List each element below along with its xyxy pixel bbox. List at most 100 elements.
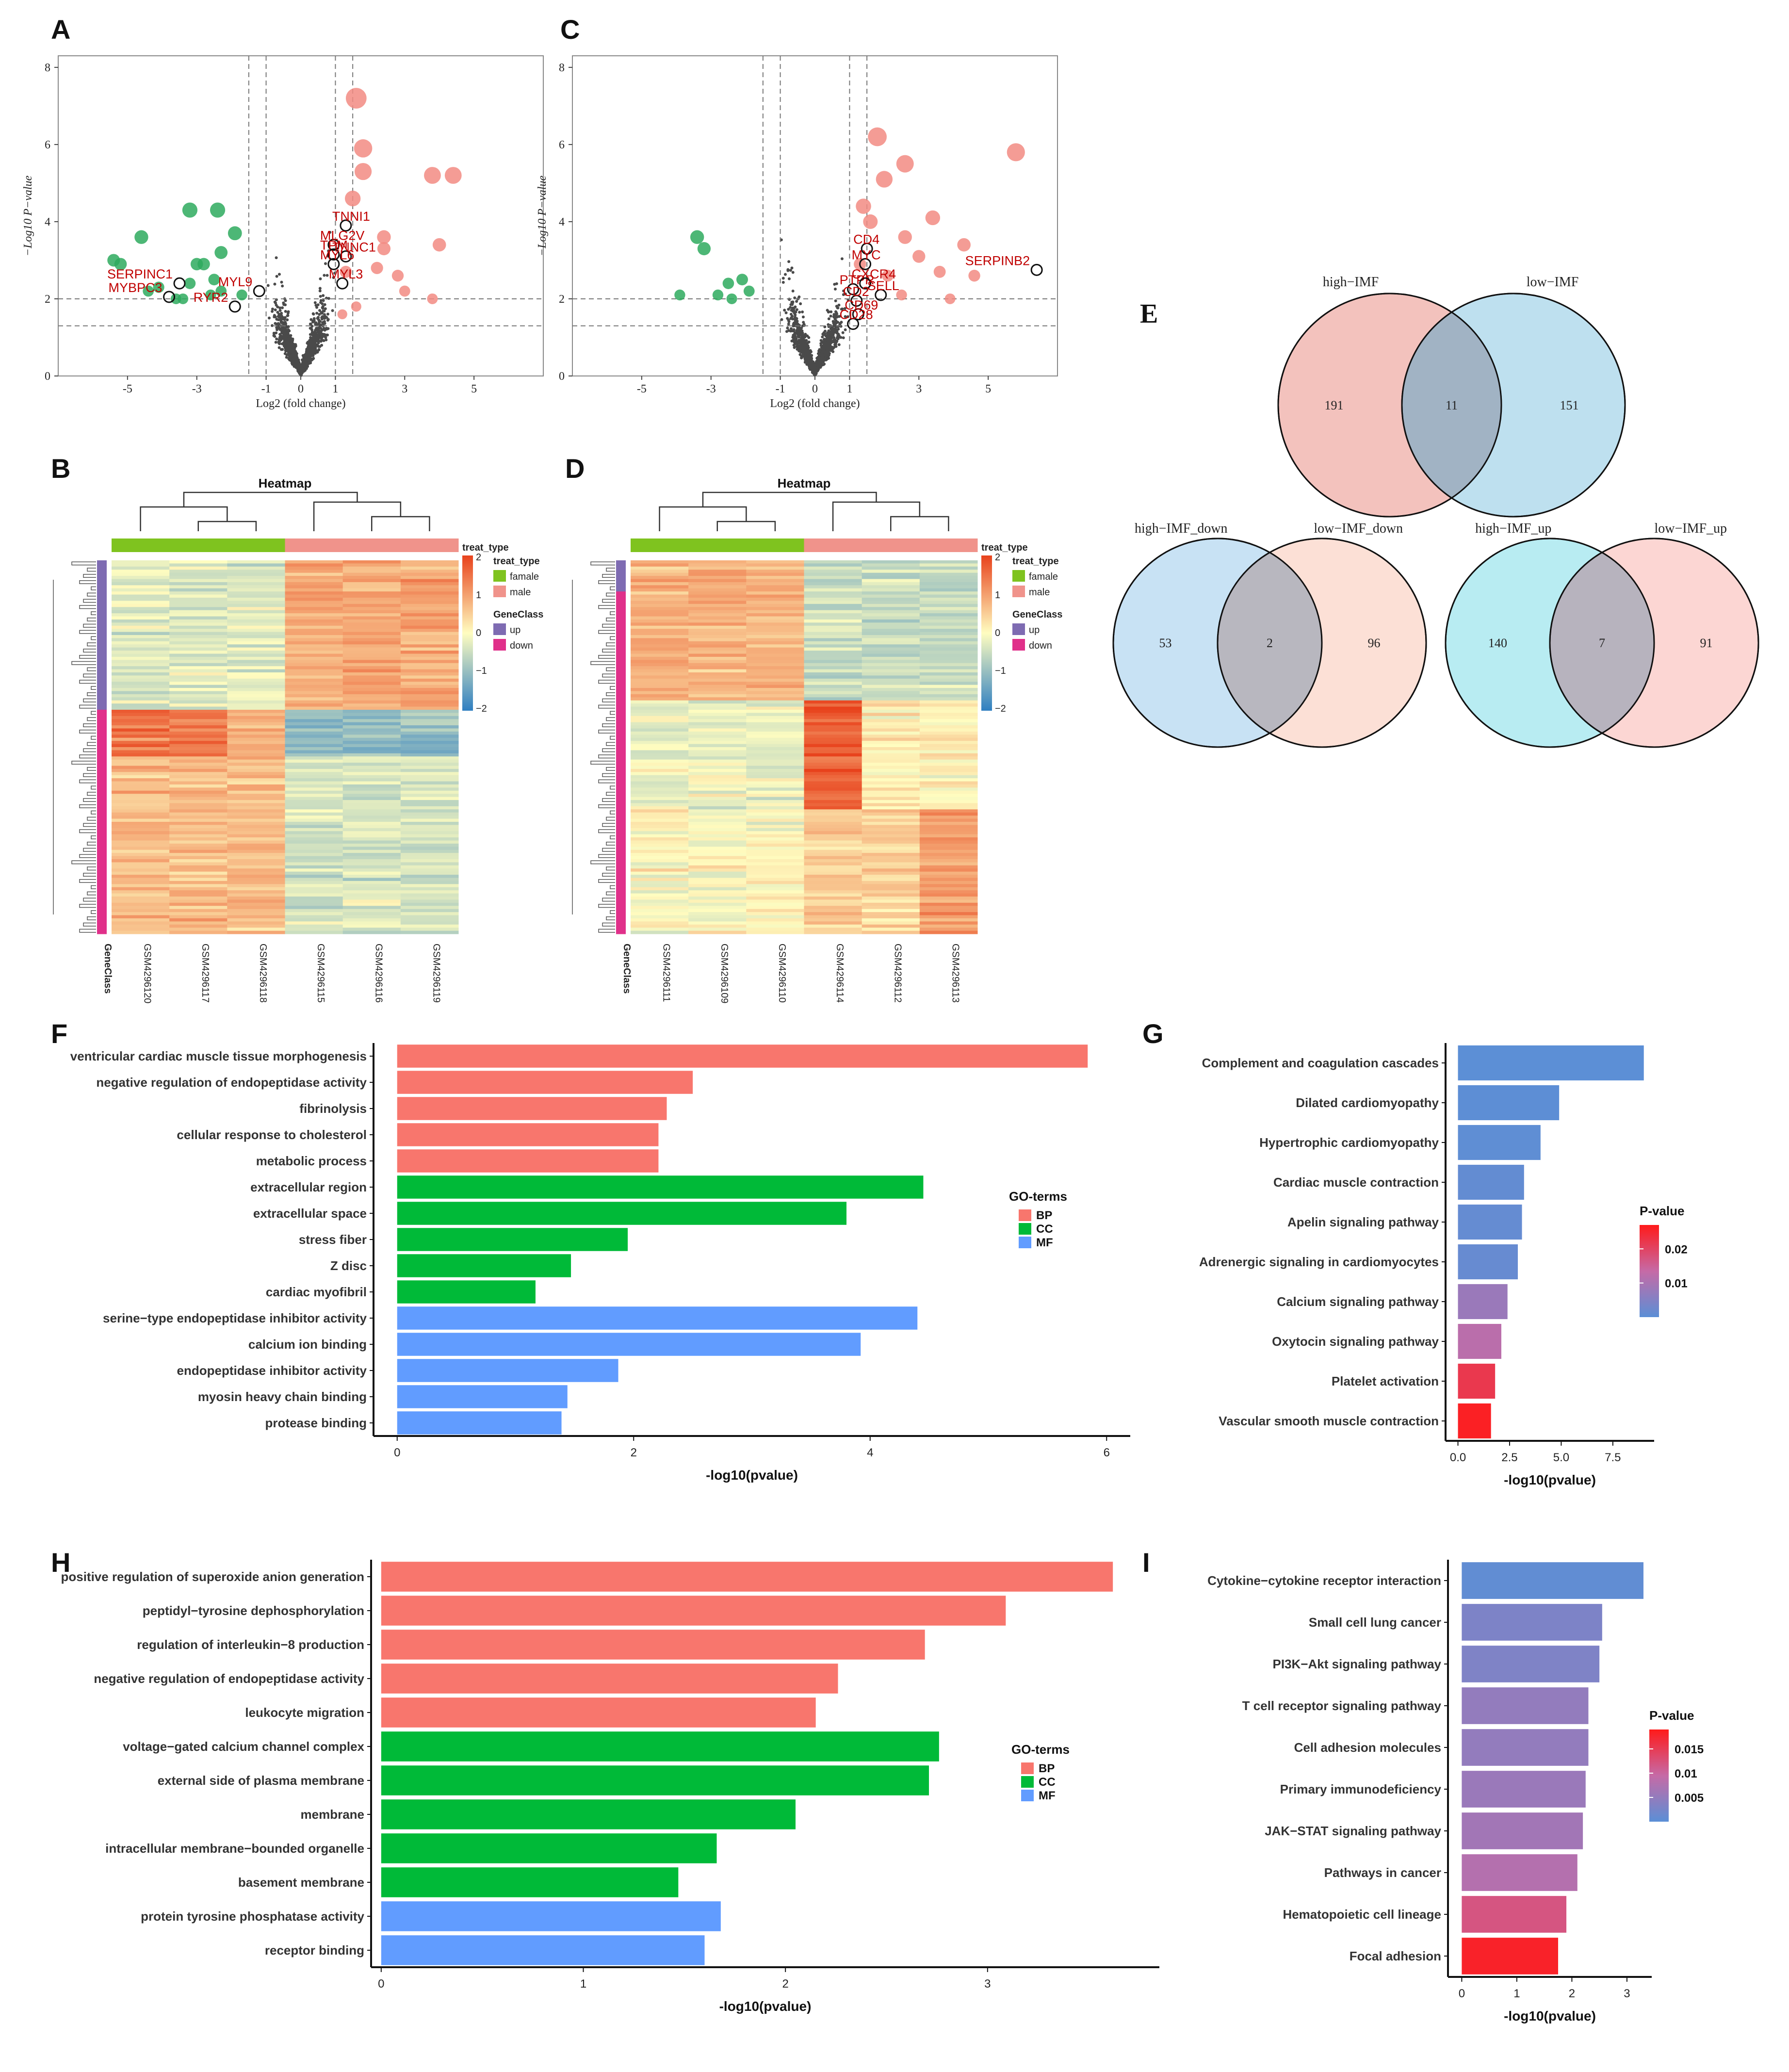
dendrogram-branch: [610, 686, 615, 690]
heatmap-cell: [112, 768, 170, 772]
dendrogram-branch: [83, 922, 96, 927]
heatmap-cell: [169, 803, 228, 807]
x-tick-label: -1: [261, 383, 271, 395]
heatmap-cell: [746, 897, 804, 900]
heatmap-cell: [112, 572, 170, 576]
heatmap-cell: [631, 803, 689, 807]
heatmap-cell: [112, 816, 170, 819]
heatmap-cell: [227, 616, 285, 620]
gene-class-bar: [97, 607, 107, 611]
heatmap-cell: [112, 868, 170, 872]
heatmap-cell: [688, 800, 747, 803]
gene-point: [273, 332, 276, 336]
heatmap-cell: [746, 607, 804, 611]
heatmap-cell: [400, 610, 459, 614]
x-tick-label: 0: [1459, 1987, 1465, 2000]
heatmap-cell: [285, 691, 343, 695]
gene-point: [791, 289, 795, 293]
heatmap-cell: [688, 893, 747, 897]
gene-point: [789, 269, 792, 272]
color-scale-tick: −1: [476, 666, 487, 676]
heatmap-cell: [169, 625, 228, 629]
heatmap-cell: [112, 731, 170, 735]
gene-class-bar: [616, 831, 626, 835]
bar: [397, 1306, 918, 1330]
heatmap-cell: [342, 672, 401, 676]
gene-point: [301, 354, 305, 357]
dendrogram-branch: [606, 667, 615, 671]
heatmap-cell: [112, 930, 170, 934]
heatmap-cell: [285, 893, 343, 897]
legend-item: CC: [1036, 1223, 1053, 1236]
column-dendrogram: [140, 491, 430, 531]
heatmap-cell: [285, 625, 343, 629]
gene-class-bar: [616, 722, 626, 726]
gene-point: [812, 371, 815, 374]
gene-point: [781, 280, 785, 284]
heatmap-cell: [746, 884, 804, 888]
heatmap-cell: [631, 859, 689, 863]
heatmap-cell: [400, 616, 459, 620]
heatmap-cell: [112, 594, 170, 598]
heatmap-cell: [400, 719, 459, 723]
gene-class-bar: [97, 859, 107, 863]
heatmap-cell: [169, 613, 228, 617]
column-label: GSM4296110: [777, 944, 787, 1003]
heatmap-cell: [746, 706, 804, 710]
heatmap-cell: [919, 790, 978, 794]
column-label: GSM4296112: [892, 944, 903, 1003]
gene-class-bar: [97, 884, 107, 888]
heatmap-cell: [746, 563, 804, 567]
heatmap-cell: [285, 576, 343, 579]
gene-point: [271, 307, 274, 310]
heatmap-cell: [804, 918, 862, 922]
heatmap-cell: [804, 744, 862, 748]
heatmap-cell: [919, 601, 978, 604]
x-tick-label: 1: [580, 1977, 586, 1990]
heatmap-cell: [862, 921, 920, 925]
heatmap-cell: [400, 878, 459, 881]
column-label: GSM4296114: [834, 944, 845, 1003]
heatmap-cell: [631, 921, 689, 925]
dendrogram-branch: [598, 854, 615, 858]
gene-point: [275, 337, 278, 341]
heatmap-cell: [631, 710, 689, 713]
legend-swatch: [1012, 639, 1025, 651]
heatmap-cell: [631, 663, 689, 667]
heatmap-cell: [919, 629, 978, 633]
heatmap-cell: [746, 790, 804, 794]
heatmap-cell: [342, 781, 401, 785]
gene-point: [315, 335, 318, 338]
gene-class-bar: [616, 672, 626, 676]
gene-point: [316, 303, 320, 307]
heatmap-cell: [746, 737, 804, 741]
heatmap-cell: [804, 691, 862, 695]
x-tick-label: 2.5: [1501, 1451, 1517, 1464]
heatmap-cell: [919, 666, 978, 670]
gene-point: [317, 315, 320, 319]
heatmap-cell: [862, 816, 920, 819]
heatmap-cell: [688, 918, 747, 922]
heatmap-cell: [862, 713, 920, 717]
column-group-bar: [169, 538, 228, 552]
heatmap-cell: [227, 775, 285, 779]
heatmap-cell: [746, 856, 804, 860]
gene-point: [804, 355, 807, 359]
heatmap-cell: [631, 613, 689, 617]
heatmap-cell: [227, 710, 285, 713]
heatmap-cell: [400, 871, 459, 875]
dendrogram-branch: [716, 521, 776, 531]
heatmap-cell: [862, 560, 920, 564]
dendrogram-branch: [602, 623, 615, 628]
heatmap-cell: [804, 859, 862, 863]
legend-swatch: [493, 623, 506, 635]
heatmap-cell: [688, 912, 747, 915]
heatmap-cell: [919, 737, 978, 741]
heatmap-cell: [688, 797, 747, 800]
heatmap-cell: [804, 878, 862, 881]
gene-point: [318, 287, 322, 290]
heatmap-cell: [862, 794, 920, 798]
dendrogram-branch: [606, 816, 615, 821]
gene-class-bar: [97, 619, 107, 623]
heatmap-cell: [112, 678, 170, 682]
